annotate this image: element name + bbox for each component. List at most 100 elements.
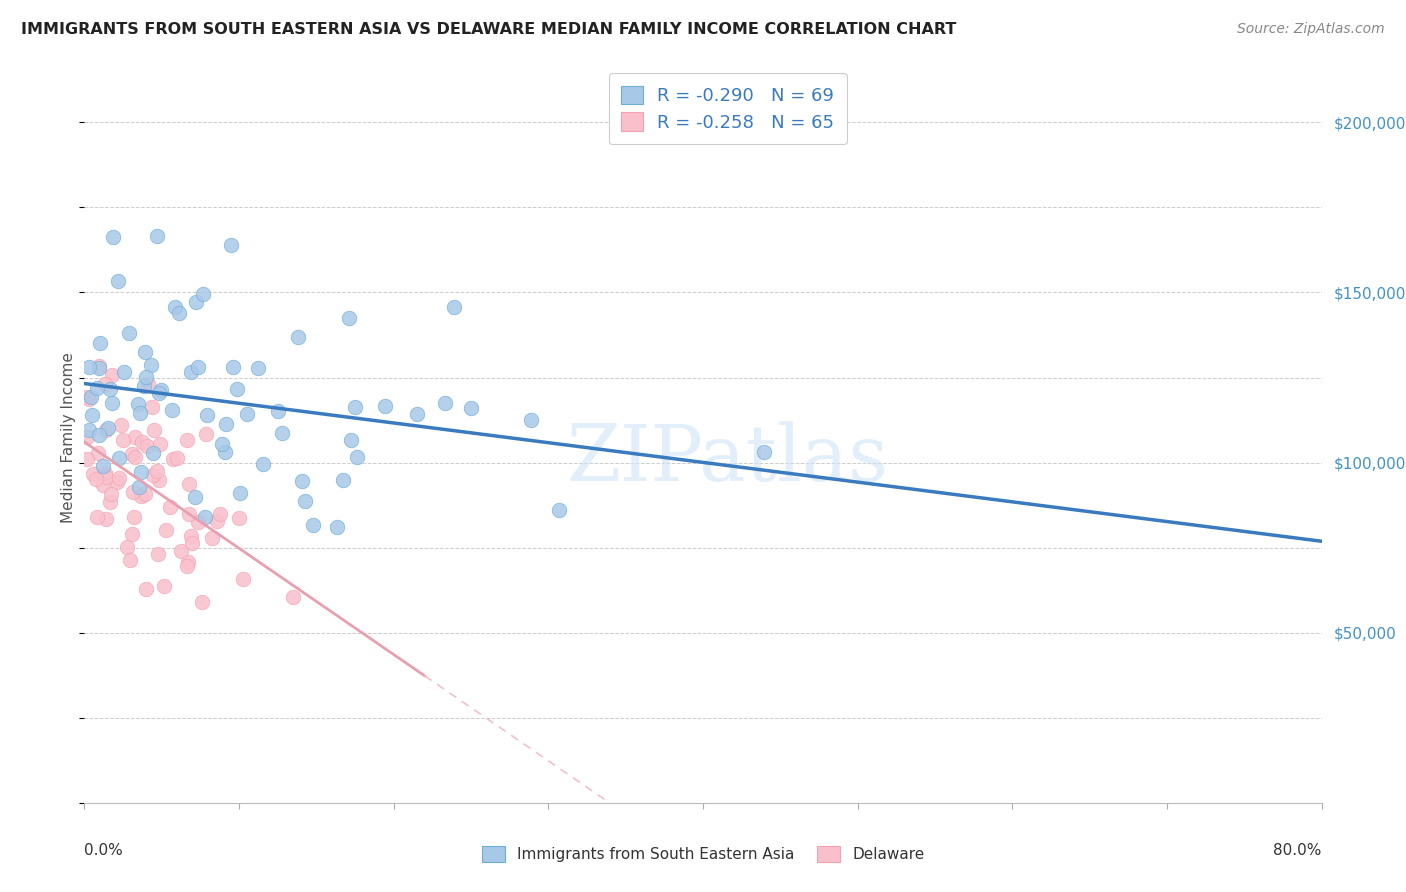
Point — [134, 345, 156, 359]
Text: 0.0%: 0.0% — [84, 843, 124, 858]
Point — [287, 330, 309, 344]
Point — [98, 383, 121, 397]
Point — [271, 425, 294, 440]
Point — [107, 450, 129, 465]
Point — [166, 450, 188, 465]
Point — [142, 423, 165, 437]
Point — [752, 444, 775, 458]
Point — [82, 467, 104, 481]
Point — [98, 494, 121, 508]
Point — [112, 366, 135, 380]
Point — [460, 401, 482, 415]
Point — [91, 458, 114, 473]
Point — [124, 430, 146, 444]
Legend: Immigrants from South Eastern Asia, Delaware: Immigrants from South Eastern Asia, Dela… — [475, 840, 931, 868]
Point — [87, 428, 110, 442]
Point — [118, 326, 141, 340]
Point — [179, 476, 201, 491]
Point — [94, 467, 117, 481]
Point — [148, 473, 170, 487]
Point — [121, 447, 143, 461]
Point — [187, 516, 209, 530]
Point — [162, 452, 184, 467]
Point — [142, 446, 165, 460]
Point — [291, 474, 314, 488]
Point — [141, 400, 163, 414]
Point — [101, 229, 124, 244]
Point — [187, 360, 209, 375]
Point — [111, 433, 134, 447]
Point — [121, 526, 143, 541]
Point — [252, 457, 274, 471]
Point — [194, 509, 217, 524]
Point — [184, 490, 207, 504]
Point — [281, 590, 304, 604]
Point — [184, 295, 207, 310]
Point — [96, 512, 118, 526]
Point — [339, 434, 361, 448]
Point — [135, 439, 157, 453]
Point — [163, 301, 186, 315]
Point — [89, 359, 111, 373]
Point — [208, 507, 231, 521]
Point — [225, 382, 247, 396]
Point — [219, 238, 242, 252]
Y-axis label: Median Family Income: Median Family Income — [60, 351, 76, 523]
Point — [145, 229, 167, 244]
Point — [232, 572, 254, 586]
Text: 80.0%: 80.0% — [1274, 843, 1322, 858]
Point — [94, 376, 117, 391]
Point — [108, 471, 131, 485]
Point — [84, 472, 107, 486]
Point — [547, 503, 569, 517]
Point — [195, 426, 218, 441]
Point — [97, 421, 120, 435]
Point — [152, 579, 174, 593]
Point — [211, 437, 233, 451]
Point — [141, 358, 163, 372]
Point — [301, 518, 323, 533]
Point — [180, 529, 202, 543]
Point — [332, 473, 354, 487]
Point — [214, 445, 236, 459]
Point — [110, 417, 132, 432]
Point — [176, 558, 198, 573]
Point — [343, 400, 366, 414]
Point — [145, 464, 167, 478]
Point — [77, 359, 100, 374]
Point — [176, 433, 198, 447]
Point — [86, 510, 108, 524]
Text: Source: ZipAtlas.com: Source: ZipAtlas.com — [1237, 22, 1385, 37]
Point — [236, 407, 259, 421]
Point — [155, 523, 177, 537]
Point — [346, 450, 368, 464]
Point — [87, 361, 110, 376]
Point — [374, 399, 396, 413]
Point — [142, 468, 165, 483]
Point — [107, 475, 129, 490]
Point — [135, 582, 157, 597]
Point — [77, 392, 100, 406]
Point — [100, 487, 122, 501]
Point — [80, 409, 103, 423]
Point — [129, 466, 152, 480]
Point — [167, 306, 190, 320]
Point — [149, 437, 172, 451]
Point — [136, 376, 159, 391]
Point — [520, 412, 543, 426]
Point — [94, 470, 117, 484]
Point — [117, 540, 139, 554]
Point — [124, 450, 146, 465]
Point — [127, 397, 149, 411]
Point — [107, 274, 129, 288]
Point — [443, 300, 465, 314]
Point — [128, 406, 150, 420]
Point — [79, 390, 101, 404]
Point — [135, 370, 157, 384]
Point — [195, 408, 218, 422]
Point — [433, 396, 456, 410]
Text: ZIPatlas: ZIPatlas — [567, 421, 889, 497]
Point — [177, 507, 200, 521]
Point — [205, 514, 228, 528]
Point — [191, 595, 214, 609]
